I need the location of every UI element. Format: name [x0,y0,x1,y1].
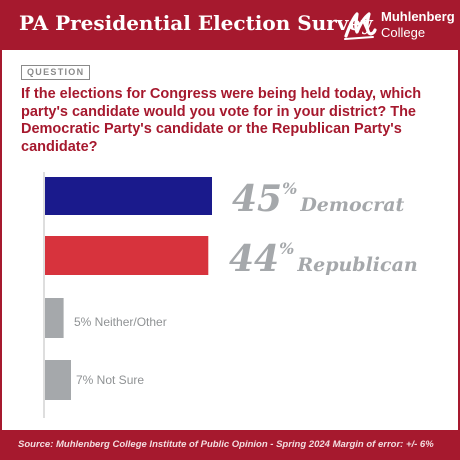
bar-label: 7% Not Sure [76,373,144,387]
question-tag: QUESTION [21,65,91,80]
logo-text-line2: College [381,25,426,40]
college-logo: Muhlenberg College [343,8,455,42]
question-text: If the elections for Congress were being… [21,86,422,155]
bar-label: 45%Democrat [232,178,405,220]
footer-bar: Source: Muhlenberg College Institute of … [0,430,460,460]
bar-neither-other [45,298,64,338]
source-note: Source: Muhlenberg College Institute of … [18,439,434,450]
bar-democrat [45,177,212,215]
logo-text-line1: Muhlenberg [381,9,455,24]
page-title: PA Presidential Election Survey [19,11,373,35]
bar-not-sure [45,360,71,400]
bar-label: 44%Republican [229,238,418,280]
header-bar: PA Presidential Election Survey Muhlenbe… [0,0,460,50]
bar-label: 5% Neither/Other [74,315,167,329]
bar-republican [45,236,209,275]
college-logo-icon [344,12,377,40]
